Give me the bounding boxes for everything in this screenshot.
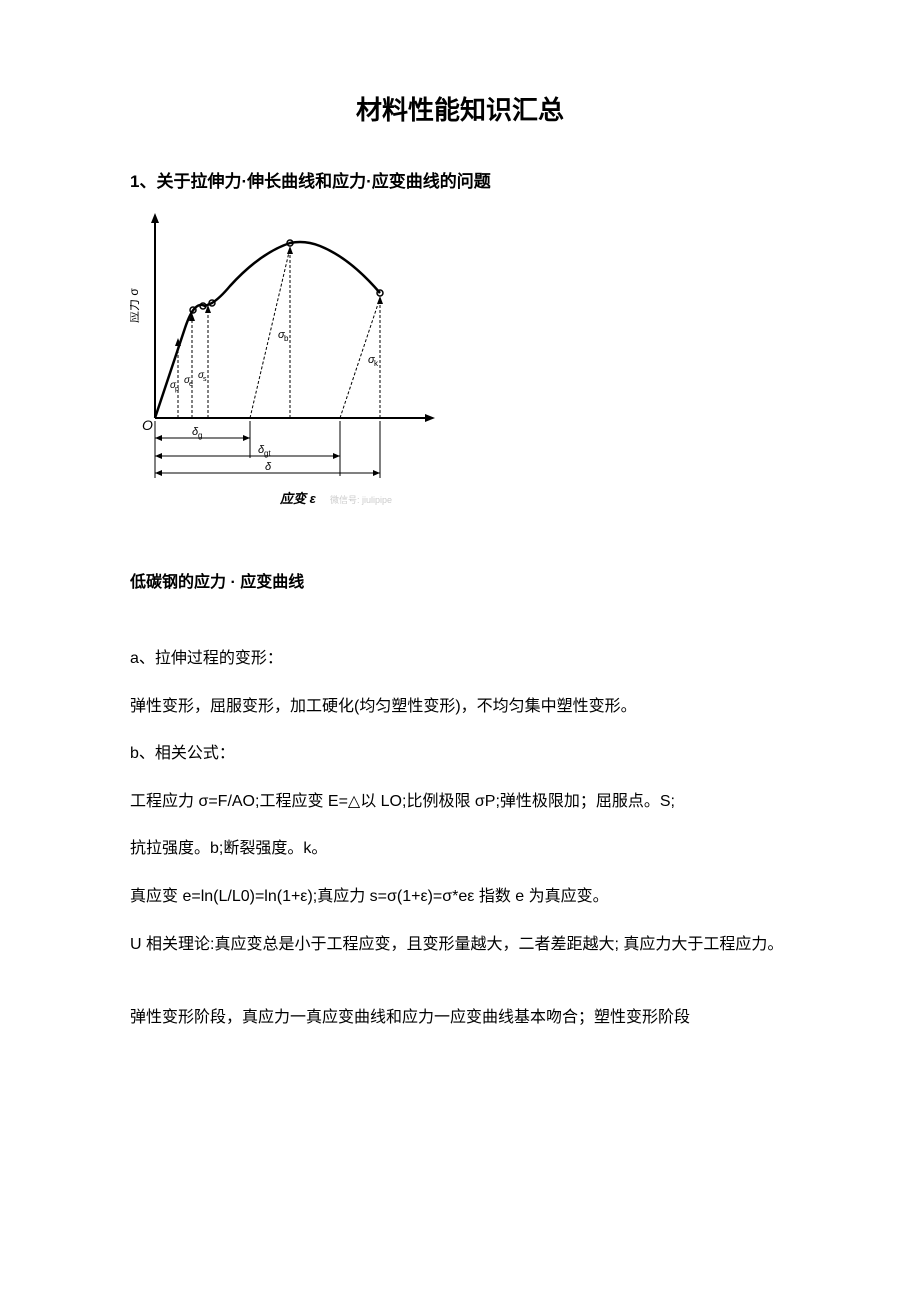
svg-text:b: b xyxy=(284,334,289,343)
paragraph-formula-3: 真应变 e=ln(L/L0)=ln(1+ε);真应力 s=σ(1+ε)=σ*eε… xyxy=(130,880,790,914)
paragraph-formula-2: 抗拉强度。b;断裂强度。k。 xyxy=(130,832,790,866)
chart-watermark: 微信号: jiulipipe xyxy=(330,494,392,505)
x-axis-label: 应变 ε xyxy=(279,491,317,506)
svg-text:gt: gt xyxy=(264,449,271,458)
subheading-curve: 低碳钢的应力 · 应变曲线 xyxy=(130,568,790,592)
page-title: 材料性能知识汇总 xyxy=(130,90,790,127)
y-axis-label: 应力 σ xyxy=(130,288,141,323)
paragraph-elastic: 弹性变形阶段，真应力一真应变曲线和应力一应变曲线基本吻合；塑性变形阶段 xyxy=(130,1001,790,1035)
svg-text:g: g xyxy=(198,431,202,440)
svg-text:s: s xyxy=(203,376,207,383)
section-1-heading: 1、关于拉伸力·伸长曲线和应力·应变曲线的问题 xyxy=(130,167,790,192)
paragraph-formula-1: 工程应力 σ=F/AO;工程应变 E=△以 LO;比例极限 σP;弹性极限加；屈… xyxy=(130,785,790,819)
paragraph-deformation: 弹性变形，屈服变形，加工硬化(均匀塑性变形)，不均匀集中塑性变形。 xyxy=(130,690,790,724)
svg-text:p: p xyxy=(175,386,179,393)
paragraph-b: b、相关公式： xyxy=(130,737,790,771)
paragraph-theory: U 相关理论:真应变总是小于工程应变，且变形量越大，二者差距越大; 真应力大于工… xyxy=(130,928,790,962)
paragraph-a: a、拉伸过程的变形： xyxy=(130,642,790,676)
origin-label: O xyxy=(142,417,153,433)
svg-text:e: e xyxy=(189,381,193,388)
delta-label: δ xyxy=(265,461,272,473)
stress-strain-chart: σ p σ e σ s σ b σ k O δ g δ gt δ xyxy=(130,208,440,518)
svg-text:k: k xyxy=(374,359,379,368)
